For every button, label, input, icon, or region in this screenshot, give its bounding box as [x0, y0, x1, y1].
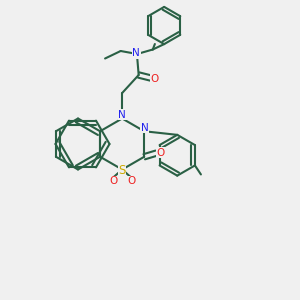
Text: N: N — [132, 48, 140, 59]
Text: O: O — [151, 74, 159, 84]
Text: O: O — [109, 176, 117, 187]
Text: N: N — [141, 123, 149, 133]
Text: S: S — [118, 164, 126, 177]
Text: N: N — [118, 110, 126, 120]
Text: O: O — [156, 148, 165, 158]
Text: O: O — [127, 176, 135, 187]
